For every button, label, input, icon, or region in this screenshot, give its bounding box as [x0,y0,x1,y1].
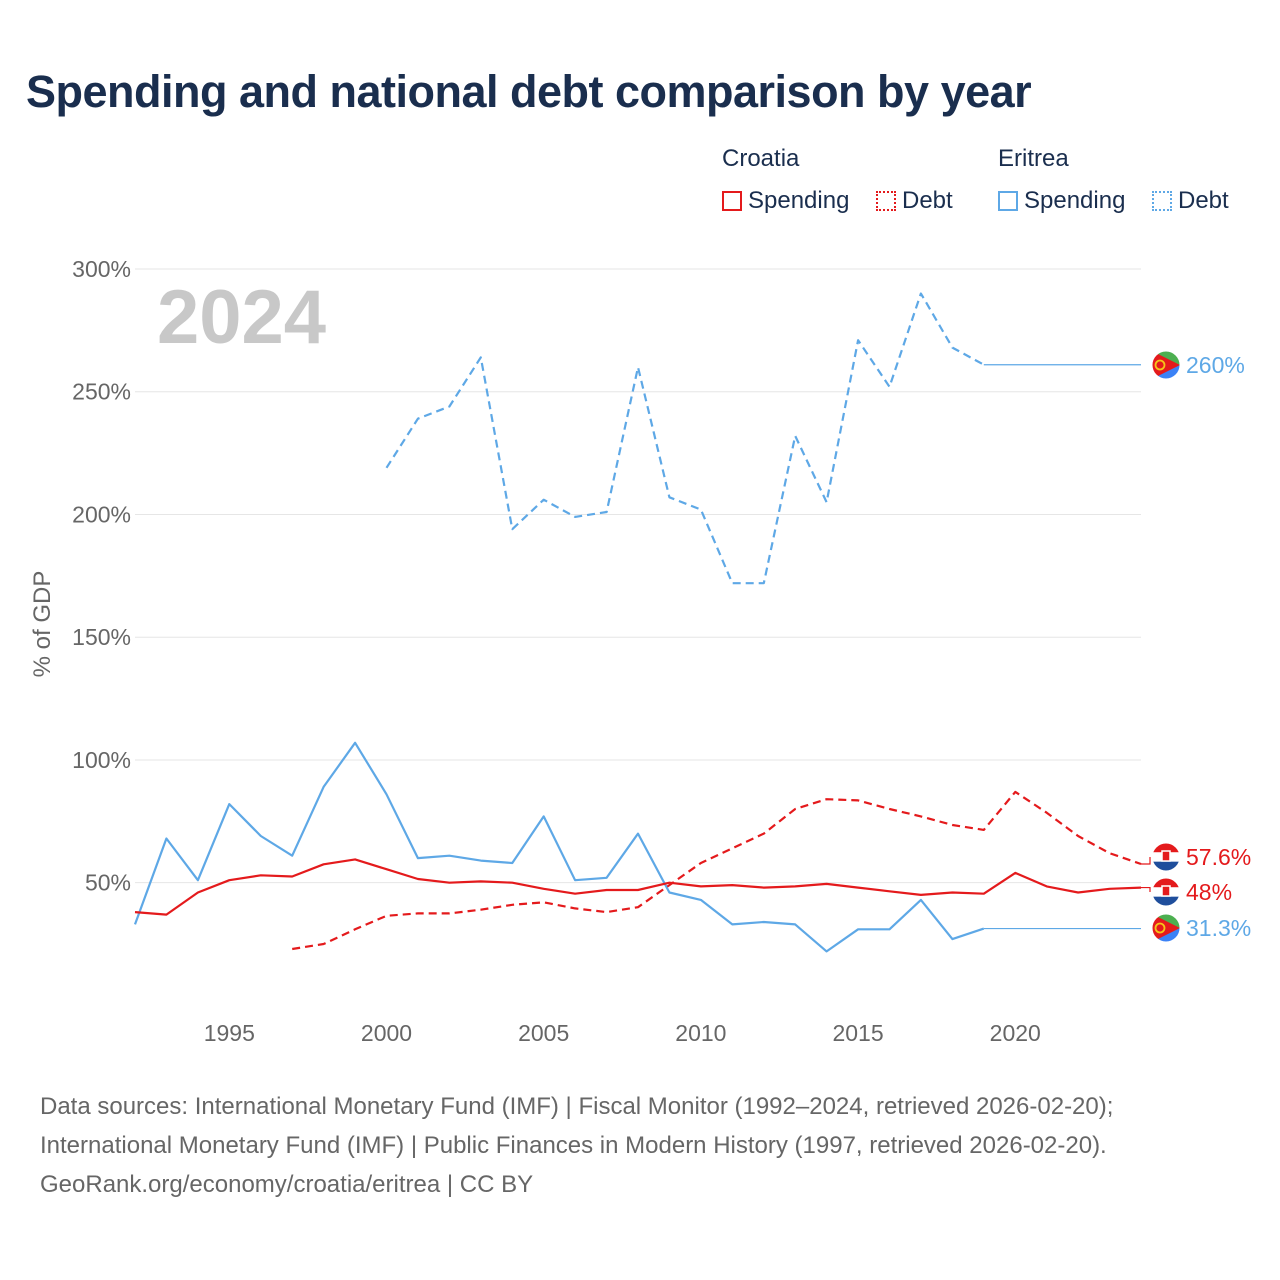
y-tick-label: 150% [72,624,131,650]
flag-body [1152,878,1180,906]
croatia-flag-icon [1151,842,1181,872]
legend-label: Debt [1178,187,1229,214]
end-value-label: 57.6% [1186,844,1251,870]
series-lines [133,292,1142,953]
legend-item-eritrea-debt[interactable]: Debt [1152,187,1229,215]
end-value-label: 260% [1186,352,1245,378]
flag-border [1151,350,1181,380]
end-label-leader [1141,857,1151,865]
legend-item-eritrea-spending[interactable]: Spending [998,187,1125,215]
flag-triangle [1152,914,1180,942]
series-line-croatia-debt [292,790,1142,951]
series-line-croatia-spending [134,858,1142,916]
year-watermark: 2024 [157,275,326,360]
legend-label: Spending [748,187,850,214]
y-tick-label: 100% [72,747,131,773]
y-axis-label: % of GDP [29,571,56,678]
legend-item-croatia-debt[interactable]: Debt [876,187,953,215]
end-value-label: 31.3% [1186,915,1251,941]
end-label-leader [1141,886,1151,892]
gridlines [135,268,1141,884]
series-line-eritrea-spending [133,741,985,953]
source-link[interactable]: GeoRank.org/economy/croatia/eritrea | CC… [40,1171,534,1198]
x-tick-label: 2015 [832,1020,883,1046]
eritrea-flag-icon [1151,913,1181,943]
y-axis-ticks: 50% 100% 150% 200% 250% 300% [72,256,131,896]
flag-stripe [1152,896,1180,906]
y-tick-label: 300% [72,256,131,282]
x-tick-label: 1995 [204,1020,255,1046]
flag-triangle [1152,351,1180,379]
legend-label: Spending [1024,187,1126,214]
flag-emblem [1154,922,1166,934]
flag-shield [1161,850,1171,862]
x-axis-ticks: 1995 2000 2005 2010 2015 2020 [204,1020,1041,1046]
legend-swatch-dotted-icon [1152,191,1172,211]
flag-border [1151,877,1181,907]
source-line: Data sources: International Monetary Fun… [40,1093,1114,1120]
data-sources: Data sources: International Monetary Fun… [40,1087,1113,1204]
legend-country-eritrea: Eritrea [998,145,1069,172]
flag-body [1152,843,1180,871]
source-line: International Monetary Fund (IMF) | Publ… [40,1132,1107,1159]
y-tick-label: 200% [72,501,131,527]
croatia-flag-icon [1151,877,1181,907]
legend-swatch-solid-icon [998,191,1018,211]
end-labels: 260% 31.3% 48% 57.6% [1141,350,1251,943]
x-tick-label: 2010 [675,1020,726,1046]
flag-emblem [1154,359,1166,371]
x-tick-label: 2020 [990,1020,1041,1046]
flag-body [1152,914,1180,942]
legend-swatch-dotted-icon [876,191,896,211]
flag-body [1152,351,1180,379]
eritrea-flag-icon [1151,350,1181,380]
y-tick-label: 250% [72,379,131,405]
flag-border [1151,842,1181,872]
flag-stripe [1152,878,1180,888]
line-chart: 2024 % of GDP 50% 100% 150% 200% 250% 300% 19… [29,256,1251,1046]
flag-shield [1161,885,1171,897]
flag-stripe [1152,861,1180,871]
end-value-label: 48% [1186,879,1232,905]
y-tick-label: 50% [85,870,131,896]
legend-country-croatia: Croatia [722,145,800,172]
legend-label: Debt [902,187,953,214]
flag-stripe [1152,843,1180,853]
flag-border [1151,913,1181,943]
page-title: Spending and national debt comparison by… [26,66,1032,117]
legend-swatch-solid-icon [722,191,742,211]
legend-item-croatia-spending[interactable]: Spending [722,187,849,215]
x-tick-label: 2000 [361,1020,412,1046]
series-line-eritrea-debt [385,292,985,585]
x-tick-label: 2005 [518,1020,569,1046]
